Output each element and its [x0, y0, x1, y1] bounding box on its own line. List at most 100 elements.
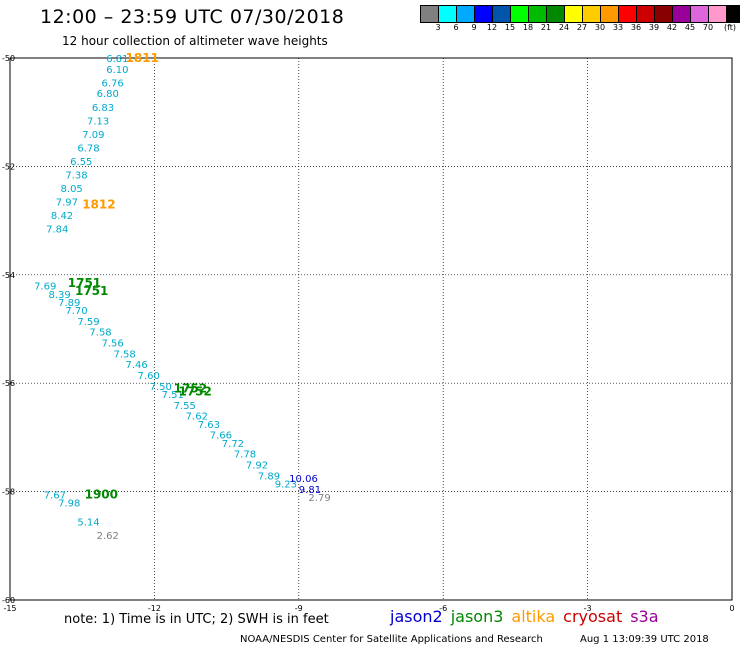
wave-height-label: 7.72	[222, 439, 244, 450]
scale-label: 70	[702, 23, 714, 32]
y-tick-label: -58	[2, 488, 15, 497]
wave-height-label: 7.56	[101, 339, 123, 350]
wave-height-label: 7.51	[162, 390, 184, 401]
scale-swatch	[529, 6, 547, 22]
wave-height-label: 8.39	[49, 290, 71, 301]
wave-height-label: 7.89	[58, 298, 80, 309]
scale-label: 12	[486, 23, 498, 32]
scale-label: 21	[540, 23, 552, 32]
y-tick-label: -50	[2, 54, 15, 63]
wave-height-label: 7.98	[58, 498, 80, 509]
wave-height-label: 7.66	[210, 431, 232, 442]
wave-height-label: 7.63	[198, 420, 220, 431]
legend-entry-jason3: jason3	[450, 607, 504, 626]
scale-swatch	[493, 6, 511, 22]
wave-height-label: 7.58	[89, 328, 111, 339]
wave-height-label: 8.42	[51, 211, 73, 222]
wave-height-label: 2.79	[308, 493, 330, 504]
wave-height-label: 7.60	[138, 371, 160, 382]
scale-label: 33	[612, 23, 624, 32]
wave-height-label: 6.83	[92, 103, 114, 114]
scale-label: 3	[435, 23, 441, 32]
time-label: 1812	[82, 197, 115, 211]
x-tick-label: -3	[584, 604, 592, 613]
scale-swatch	[637, 6, 655, 22]
page-title: 12:00 – 23:59 UTC 07/30/2018	[40, 6, 345, 28]
wave-height-label: 7.59	[77, 317, 99, 328]
scale-swatch	[601, 6, 619, 22]
scale-label: 45	[684, 23, 696, 32]
scale-swatch	[565, 6, 583, 22]
scale-swatch	[511, 6, 529, 22]
time-label: 1751	[68, 276, 101, 290]
legend-entry-jason2: jason2	[390, 607, 443, 626]
wave-height-label: 7.92	[246, 461, 268, 472]
scale-label: 42	[666, 23, 678, 32]
y-tick-label: -52	[2, 162, 15, 171]
wave-height-label: 7.89	[258, 471, 280, 482]
wave-height-label: 6.55	[70, 157, 92, 168]
color-scale-labels: 3 6 9 12 15 18 21 24 27 30 33 36 39 42 45 70 (ft)	[420, 23, 740, 35]
scale-swatch	[655, 6, 673, 22]
scale-swatch	[619, 6, 637, 22]
wave-height-label: 7.50	[150, 382, 172, 393]
x-tick-label: -15	[3, 604, 16, 613]
wave-height-label: 7.46	[126, 360, 148, 371]
y-tick-label: -56	[2, 379, 15, 388]
wave-height-label: 5.14	[77, 517, 99, 528]
color-scale-bar	[420, 5, 740, 23]
wave-height-label: 6.76	[101, 78, 123, 89]
wave-height-label: 7.70	[65, 306, 87, 317]
time-label: 1751	[75, 284, 108, 298]
wave-height-label: 7.55	[174, 401, 196, 412]
page-subtitle: 12 hour collection of altimeter wave hei…	[62, 34, 328, 48]
scale-label: 9	[471, 23, 477, 32]
wave-height-label: 6.80	[97, 89, 119, 100]
wave-height-label: 7.62	[186, 412, 208, 423]
wave-height-label: 6.78	[77, 143, 99, 154]
wave-height-label: 6.81	[106, 54, 128, 65]
y-tick-label: -60	[2, 596, 15, 605]
wave-height-label: 7.58	[113, 349, 135, 360]
x-tick-label: -6	[439, 604, 447, 613]
scale-swatch	[547, 6, 565, 22]
scale-swatch	[583, 6, 601, 22]
wave-height-label: 9.23	[275, 479, 297, 490]
time-label: 1752	[174, 382, 207, 396]
y-tick-label: -54	[2, 271, 15, 280]
credit-line: NOAA/NESDIS Center for Satellite Applica…	[240, 634, 543, 645]
time-label: 1752	[178, 384, 211, 398]
wave-height-label: 7.69	[34, 282, 56, 293]
legend-entry-cryosat: cryosat	[563, 607, 623, 626]
x-tick-label: -12	[148, 604, 161, 613]
satellite-legend: jason2 jason3 altika cryosat s3a	[390, 607, 667, 626]
wave-height-label: 7.09	[82, 130, 104, 141]
wave-height-label: 7.78	[234, 450, 256, 461]
wave-height-label: 2.62	[97, 531, 119, 542]
wave-height-label: 7.13	[87, 116, 109, 127]
wave-height-label: 6.10	[106, 65, 128, 76]
wave-height-label: 10.06	[289, 474, 318, 485]
scale-label: 39	[648, 23, 660, 32]
scale-swatch	[475, 6, 493, 22]
scale-swatch	[727, 6, 740, 22]
scale-swatch	[439, 6, 457, 22]
scale-swatch	[709, 6, 727, 22]
legend-entry-altika: altika	[511, 607, 556, 626]
generated-timestamp: Aug 1 13:09:39 UTC 2018	[580, 634, 709, 645]
scale-label: 36	[630, 23, 642, 32]
scale-label: 30	[594, 23, 606, 32]
wave-height-label: 7.97	[56, 198, 78, 209]
scale-unit: (ft)	[723, 23, 737, 32]
wave-height-label: 7.84	[46, 225, 68, 236]
scale-label: 6	[453, 23, 459, 32]
legend-entry-s3a: s3a	[630, 607, 659, 626]
x-tick-label: 0	[729, 604, 734, 613]
scale-swatch	[691, 6, 709, 22]
time-label: 1811	[126, 51, 159, 65]
plot-frame	[9, 57, 733, 601]
wave-height-label: 7.38	[65, 171, 87, 182]
wave-height-label: 8.05	[61, 184, 83, 195]
scale-label: 15	[504, 23, 516, 32]
